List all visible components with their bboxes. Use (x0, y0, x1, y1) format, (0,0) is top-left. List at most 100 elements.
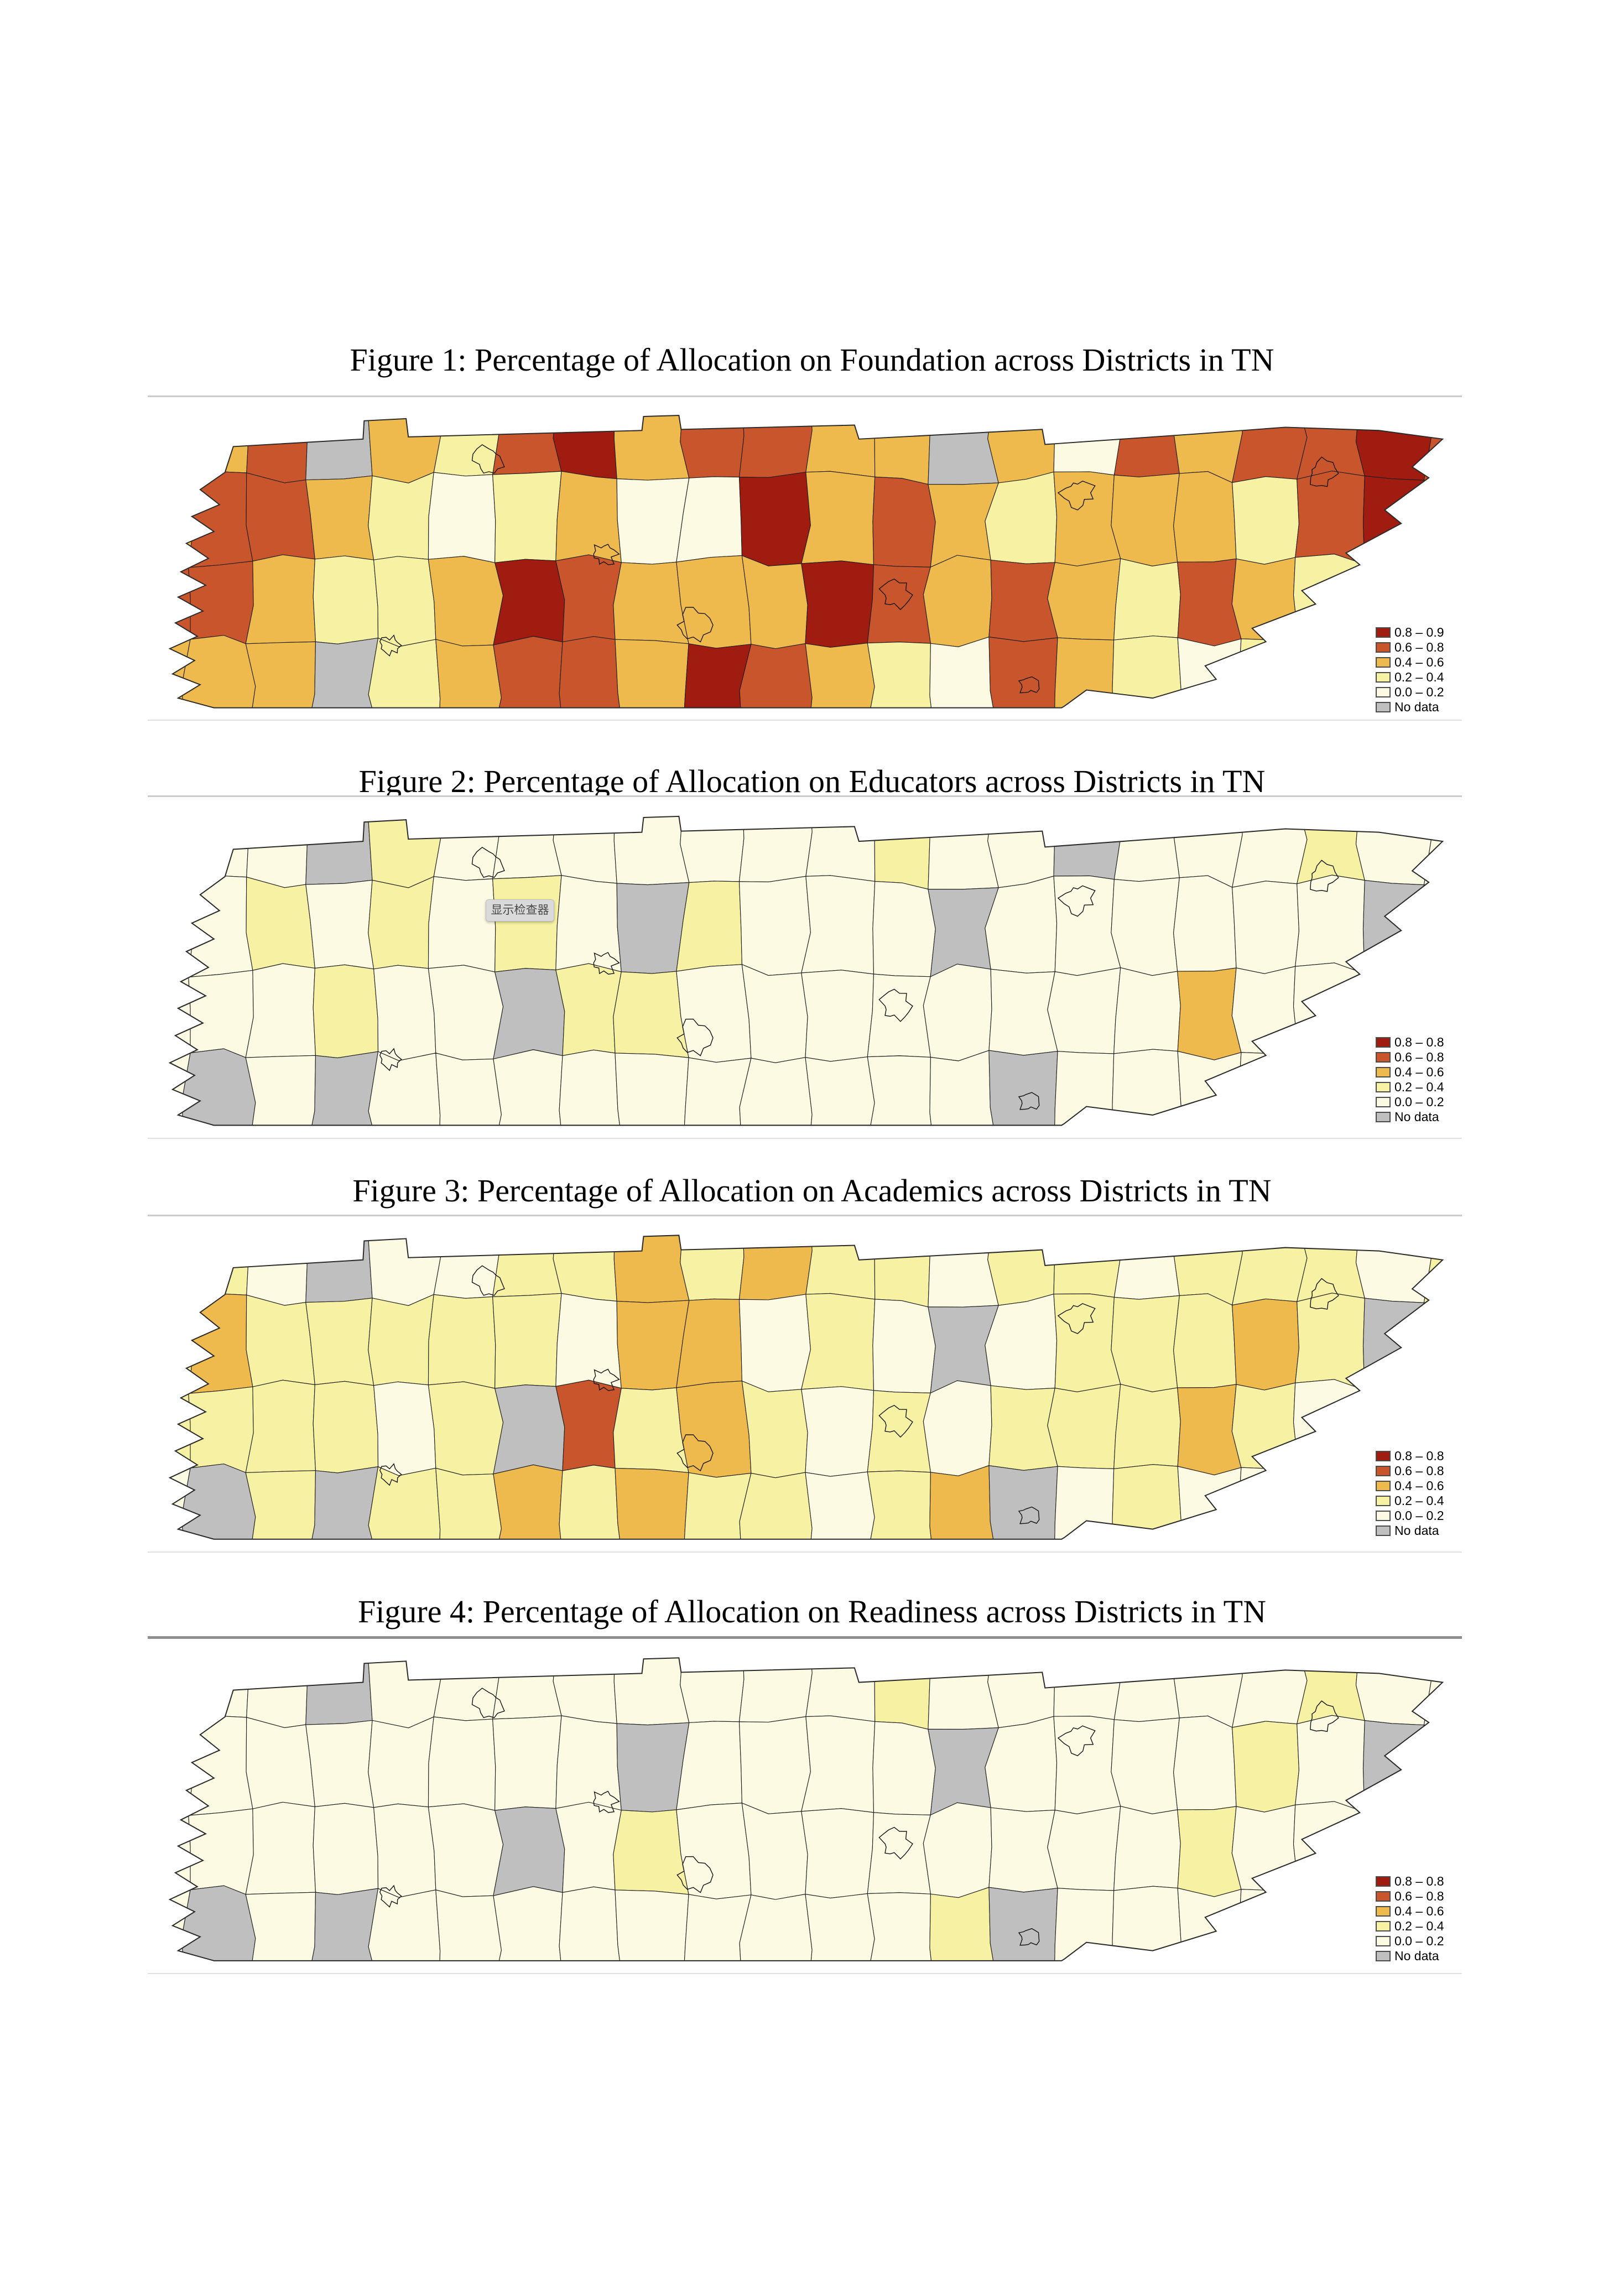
county-cell (988, 969, 1058, 1056)
county-cell (493, 1384, 565, 1475)
county-cell (491, 1464, 565, 1539)
legend-label: 0.0 – 0.2 (1394, 1095, 1444, 1109)
county-cell (181, 1885, 256, 1961)
county-cell (555, 1379, 622, 1471)
legend-label: 0.2 – 0.4 (1394, 1493, 1444, 1508)
county-cell (988, 559, 1058, 642)
county-cell (1177, 1887, 1242, 1961)
city-boundary-outline (379, 1884, 402, 1908)
county-cell (373, 1381, 436, 1476)
county-cell (245, 1055, 316, 1126)
county-cell (169, 975, 191, 1063)
county-cell (676, 555, 752, 649)
county-cell (988, 636, 1058, 708)
county-cell (188, 1386, 254, 1474)
city-boundary-outline (1057, 481, 1096, 511)
legend-label: 0.4 – 0.6 (1394, 1065, 1444, 1079)
county-cell (739, 643, 813, 708)
legend-row: 0.4 – 0.6 (1376, 1065, 1459, 1080)
county-cell (1111, 877, 1180, 976)
county-cell (1232, 476, 1299, 565)
county-cell (493, 559, 565, 645)
county-cell (1232, 1721, 1299, 1813)
legend-row: 0.8 – 0.8 (1376, 1449, 1459, 1464)
legend-swatch-nd (1376, 1526, 1391, 1536)
county-cell (863, 1055, 936, 1126)
county-cell (805, 1471, 875, 1539)
county-cell (1295, 470, 1365, 565)
city-boundary-outline (878, 1826, 913, 1860)
legend-swatch-q3 (1376, 657, 1391, 668)
legend-label: No data (1394, 700, 1439, 714)
county-cell (368, 876, 434, 970)
city-boundary-outline (878, 579, 913, 610)
county-cell (428, 876, 496, 972)
county-cell (1362, 1298, 1424, 1391)
county-cell (738, 1716, 811, 1814)
city-boundary-outline (676, 1434, 714, 1472)
county-cell (738, 415, 813, 478)
county-cell (169, 638, 191, 708)
county-cell (1112, 1464, 1181, 1539)
county-cell (188, 1808, 254, 1895)
legend-label: No data (1394, 1523, 1439, 1538)
legend-label: 0.8 – 0.9 (1394, 625, 1444, 639)
county-cell (181, 1048, 256, 1126)
county-cell (1173, 1715, 1237, 1810)
county-cell (555, 1802, 622, 1893)
county-cell (1053, 1293, 1121, 1393)
show-inspector-tooltip[interactable]: 显示检查器 (486, 899, 554, 921)
city-boundary-outline (379, 1463, 402, 1486)
legend-row: 0.2 – 0.4 (1376, 1919, 1459, 1934)
legend-row: 0.0 – 0.2 (1376, 685, 1459, 700)
county-cell (923, 555, 992, 647)
county-cell (805, 1056, 875, 1126)
county-cell (1362, 1720, 1424, 1813)
county-cell (305, 1658, 373, 1725)
city-boundary-outline (471, 846, 505, 878)
county-cell (366, 1658, 441, 1728)
county-cell (805, 1893, 875, 1961)
legend-swatch-q4 (1376, 1466, 1391, 1476)
county-cell (1298, 1465, 1366, 1539)
county-cell (169, 415, 193, 480)
county-cell (305, 1720, 374, 1808)
county-cell (368, 472, 434, 560)
county-cell (987, 1235, 1060, 1306)
legend-label: 0.6 – 0.8 (1394, 640, 1444, 654)
county-cell (1113, 967, 1181, 1054)
city-boundary-outline (878, 988, 913, 1022)
legend-swatch-nd (1376, 702, 1391, 712)
legend-label: 0.2 – 0.4 (1394, 670, 1444, 684)
state-outline (168, 815, 1444, 1126)
city-boundary-outline (471, 444, 505, 474)
county-cell (676, 1381, 752, 1478)
county-cell (559, 1049, 625, 1126)
county-cell (741, 964, 808, 1064)
county-cell (492, 1715, 562, 1811)
county-cell (987, 1658, 1060, 1728)
county-cell (313, 964, 379, 1059)
county-cell (435, 1053, 502, 1126)
county-cell (801, 1386, 875, 1477)
city-boundary-outline (593, 544, 620, 565)
county-cell (987, 415, 1060, 483)
county-cell (1293, 554, 1368, 647)
city-boundary-outline (379, 634, 402, 657)
legend-label: 0.4 – 0.6 (1394, 1478, 1444, 1493)
county-cell (863, 1892, 936, 1961)
county-cell (492, 1293, 562, 1389)
county-cell (435, 1889, 502, 1961)
county-cell (304, 637, 379, 708)
county-cell (801, 1293, 876, 1391)
legend-readiness: 0.8 – 0.8 0.6 – 0.8 0.4 – 0.6 0.2 – 0.4 0.0 … (1376, 1874, 1459, 1964)
county-cell (304, 1051, 379, 1126)
county-cell (305, 1235, 373, 1303)
county-cell (1053, 471, 1121, 566)
county-cell (613, 1809, 689, 1895)
county-cell (1298, 1050, 1366, 1126)
choropleth-map-foundation (168, 415, 1444, 709)
county-cell (739, 1057, 813, 1126)
county-cell (680, 816, 745, 883)
